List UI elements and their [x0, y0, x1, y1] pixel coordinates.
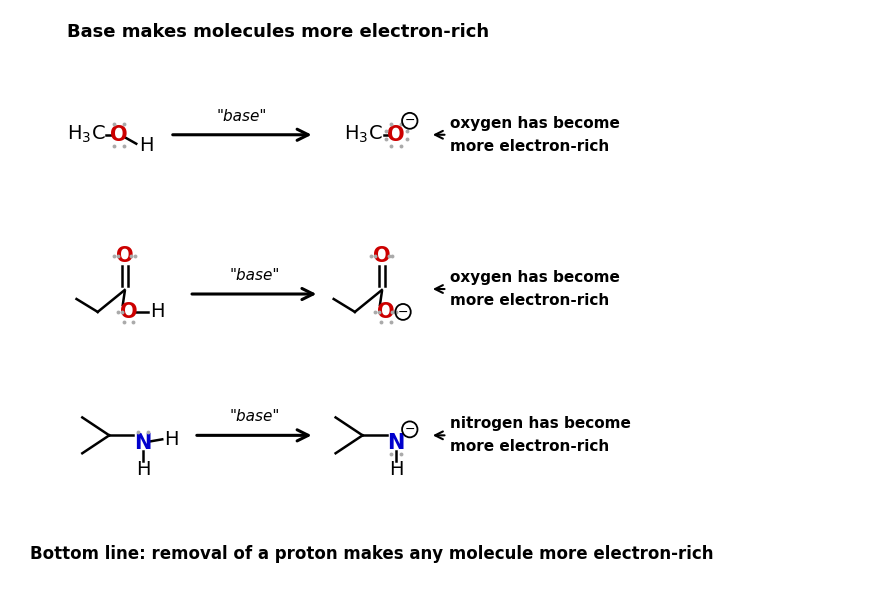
Text: H$_3$C: H$_3$C — [66, 124, 106, 146]
Text: O: O — [116, 246, 134, 266]
Text: H: H — [149, 302, 164, 321]
Text: Base makes molecules more electron-rich: Base makes molecules more electron-rich — [67, 23, 489, 42]
Text: "base": "base" — [229, 268, 280, 283]
Text: Bottom line: removal of a proton makes any molecule more electron-rich: Bottom line: removal of a proton makes a… — [31, 545, 714, 563]
Text: N: N — [135, 433, 152, 453]
Text: more electron-rich: more electron-rich — [450, 293, 609, 308]
Text: H: H — [135, 460, 150, 479]
Text: −: − — [398, 305, 408, 318]
Text: nitrogen has become: nitrogen has become — [450, 416, 631, 431]
Text: H: H — [164, 430, 178, 449]
Text: "base": "base" — [229, 409, 280, 424]
Text: H$_3$C: H$_3$C — [344, 124, 383, 146]
Text: "base": "base" — [217, 109, 267, 124]
Text: O: O — [387, 125, 406, 145]
Text: oxygen has become: oxygen has become — [450, 270, 621, 285]
Text: more electron-rich: more electron-rich — [450, 139, 609, 154]
Text: O: O — [373, 246, 391, 266]
Text: more electron-rich: more electron-rich — [450, 440, 609, 454]
Text: N: N — [387, 433, 405, 453]
Text: oxygen has become: oxygen has become — [450, 116, 621, 131]
Text: O: O — [110, 125, 128, 145]
Text: O: O — [377, 302, 394, 322]
Text: −: − — [405, 114, 415, 127]
Text: H: H — [139, 136, 154, 155]
Text: O: O — [120, 302, 137, 322]
Text: H: H — [389, 460, 404, 479]
Text: −: − — [405, 423, 415, 436]
